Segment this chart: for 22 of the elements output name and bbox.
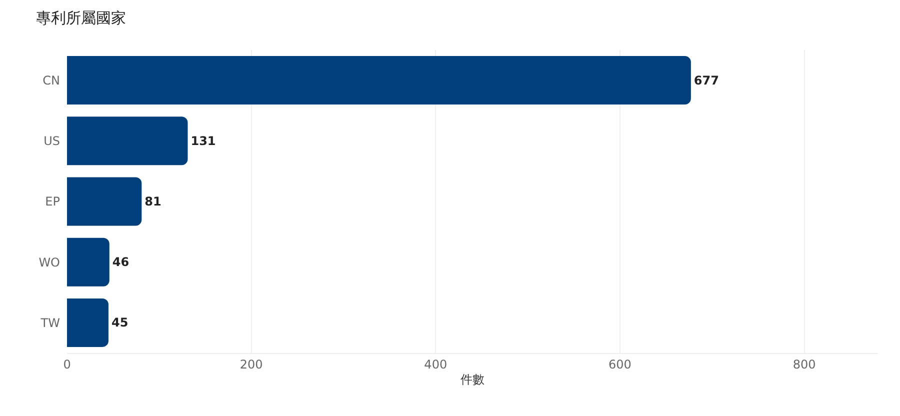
bar <box>67 298 108 347</box>
y-tick-label: CN <box>42 74 60 88</box>
y-tick-label: WO <box>38 255 60 270</box>
y-tick-label: TW <box>40 316 60 330</box>
data-label: 677 <box>694 73 719 88</box>
bar <box>67 116 188 166</box>
y-tick-label: US <box>44 134 60 148</box>
chart-title: 專利所屬國家 <box>36 8 126 27</box>
x-tick-label: 400 <box>424 357 448 372</box>
x-tick-label: 600 <box>608 357 632 372</box>
y-tick-label: EP <box>45 194 60 209</box>
data-label: 45 <box>111 316 128 330</box>
x-axis-title: 件數 <box>460 372 484 386</box>
x-tick-label: 200 <box>240 357 263 372</box>
bar <box>67 177 142 226</box>
data-label: 131 <box>190 134 216 148</box>
x-tick-label: 800 <box>792 357 816 372</box>
bar <box>67 56 691 105</box>
bar <box>67 238 110 286</box>
data-label: 46 <box>112 255 130 270</box>
data-label: 81 <box>144 194 162 208</box>
x-tick-label: 0 <box>63 357 71 372</box>
